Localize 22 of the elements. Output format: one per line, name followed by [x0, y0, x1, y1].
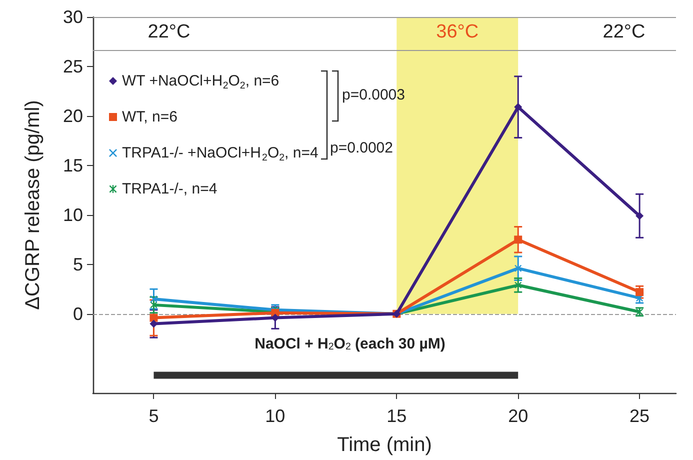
x-tick-label: 25 — [630, 406, 650, 426]
x-tick-label: 20 — [508, 406, 528, 426]
legend-label: WT, n=6 — [122, 108, 178, 126]
x-tick-label: 5 — [148, 406, 159, 426]
y-tick-label: 10 — [62, 204, 83, 225]
y-tick-label: 5 — [72, 254, 83, 274]
x-tick-label: 15 — [386, 406, 407, 426]
y-tick-label: 30 — [62, 7, 83, 27]
y-tick-label: 25 — [62, 56, 83, 76]
annotation: NaOCl + H2O2 (each 30 µM) — [254, 336, 446, 352]
band-label: 36°C — [436, 22, 479, 42]
annotation: p=0.0003 — [342, 86, 405, 104]
y-tick-label: 15 — [62, 155, 83, 176]
annotation: 22°C — [602, 22, 646, 42]
x-tick-label: 10 — [265, 406, 286, 426]
x-axis-title: Time (min) — [337, 434, 432, 456]
y-axis-title: ΔCGRP release (pg/ml) — [22, 100, 44, 310]
y-tick-label: 0 — [72, 304, 83, 324]
legend-label: TRPA1-/-, n=4 — [122, 180, 218, 198]
y-tick-label: 20 — [62, 106, 83, 126]
annotation: p=0.0002 — [330, 140, 393, 156]
annotation: 22°C — [148, 22, 190, 42]
